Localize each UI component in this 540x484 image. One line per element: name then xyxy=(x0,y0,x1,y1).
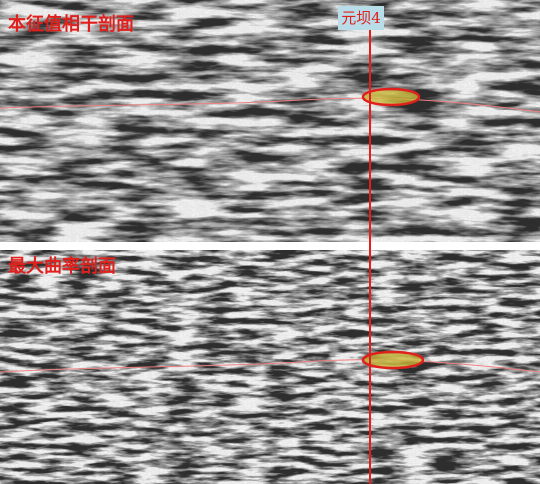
well-label: 元坝4 xyxy=(341,9,381,27)
texture xyxy=(0,250,540,484)
panel-title: 本征值相干剖面 xyxy=(8,13,134,35)
seismic-figure: 本征值相干剖面 最大曲率剖面 元坝4 xyxy=(0,0,540,484)
target-ellipse xyxy=(363,352,423,368)
coherence-panel: 本征值相干剖面 xyxy=(0,0,540,242)
gap xyxy=(0,242,540,250)
curvature-panel: 最大曲率剖面 xyxy=(0,250,540,484)
target-ellipse xyxy=(363,89,419,105)
panel-title: 最大曲率剖面 xyxy=(8,255,116,277)
texture xyxy=(0,0,540,242)
